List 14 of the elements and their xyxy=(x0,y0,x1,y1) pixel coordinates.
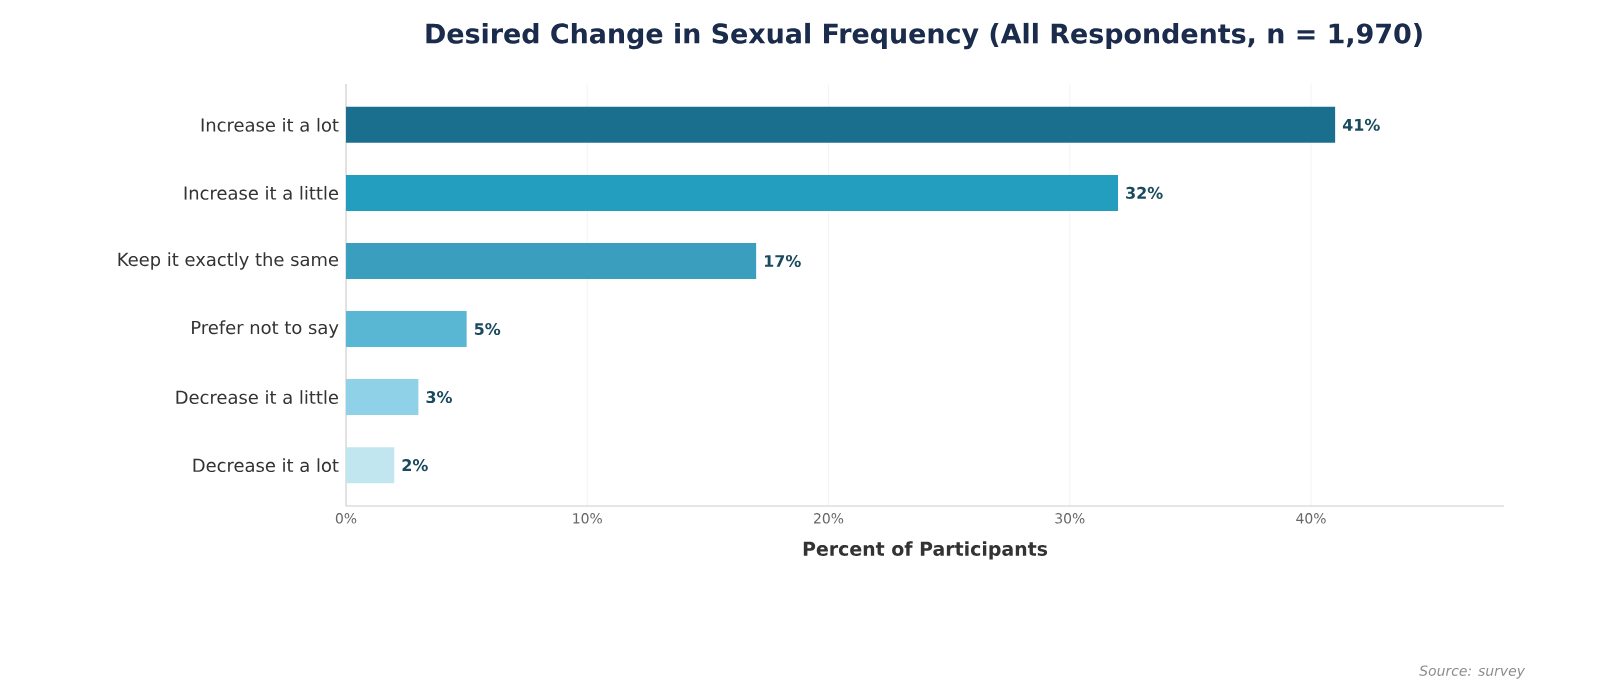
y-tick-label: Prefer not to say xyxy=(192,320,339,338)
y-tick-label: Increase it a little xyxy=(184,185,339,200)
y-tick-label: Decrease it a little xyxy=(176,390,339,405)
bar xyxy=(346,174,1119,211)
bar xyxy=(346,311,467,348)
x-axis-title: Percent of Participants xyxy=(803,541,1048,560)
bar xyxy=(346,106,1336,143)
y-tick-label: Keep it exactly the same xyxy=(118,252,339,270)
bar xyxy=(346,379,419,416)
bar xyxy=(346,242,757,279)
y-tick-label: Increase it a lot xyxy=(201,117,339,132)
bar xyxy=(346,447,395,484)
y-tick-label: Decrease it a lot xyxy=(193,458,339,473)
chart-title: Desired Change in Sexual Frequency (All Respondents, n = 1,970) xyxy=(426,22,1422,50)
